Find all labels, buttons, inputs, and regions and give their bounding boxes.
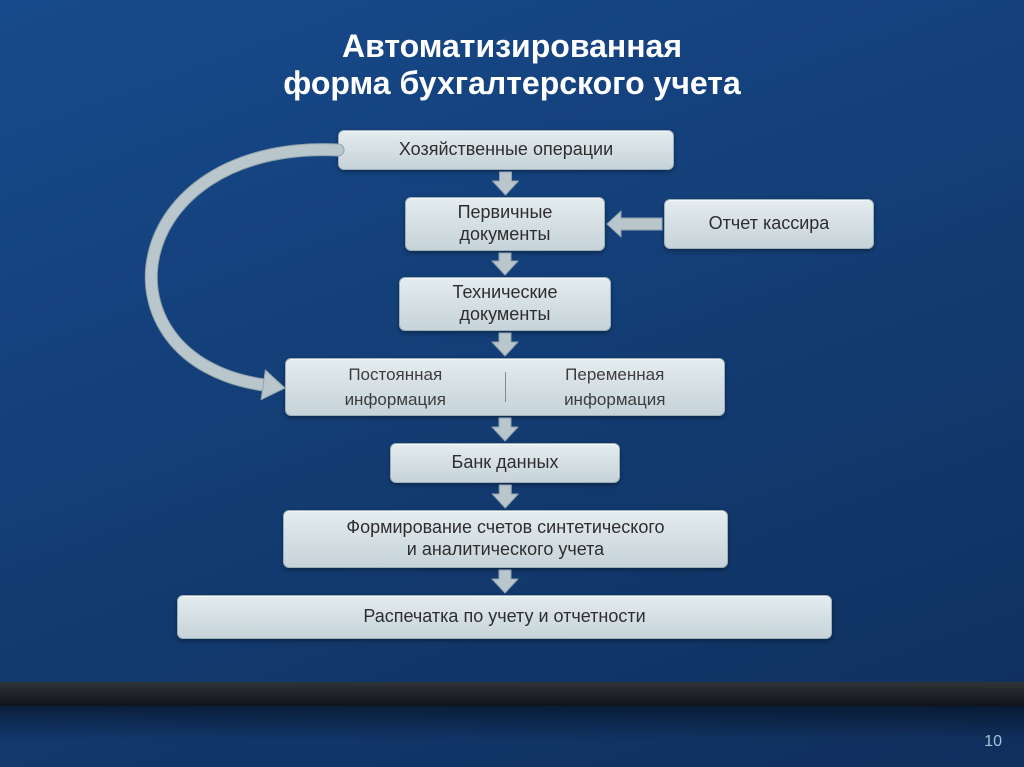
footer-bar [0, 682, 1024, 706]
node-business-operations: Хозяйственные операции [338, 130, 674, 170]
node-accounts-formation: Формирование счетов синтетического и ана… [283, 510, 728, 568]
slide-title: Автоматизированная форма бухгалтерского … [0, 28, 1024, 102]
node-information-split: Постоянная информация Переменная информа… [285, 358, 725, 416]
node-databank: Банк данных [390, 443, 620, 483]
node-primary-documents: Первичные документы [405, 197, 605, 251]
node-technical-documents: Технические документы [399, 277, 611, 331]
node-constant-info: Постоянная информация [286, 359, 505, 415]
node-printout: Распечатка по учету и отчетности [177, 595, 832, 639]
node-cashier-report: Отчет кассира [664, 199, 874, 249]
footer-shadow [0, 706, 1024, 740]
page-number: 10 [984, 733, 1002, 751]
slide: Автоматизированная форма бухгалтерского … [0, 0, 1024, 767]
node-variable-info: Переменная информация [506, 359, 725, 415]
